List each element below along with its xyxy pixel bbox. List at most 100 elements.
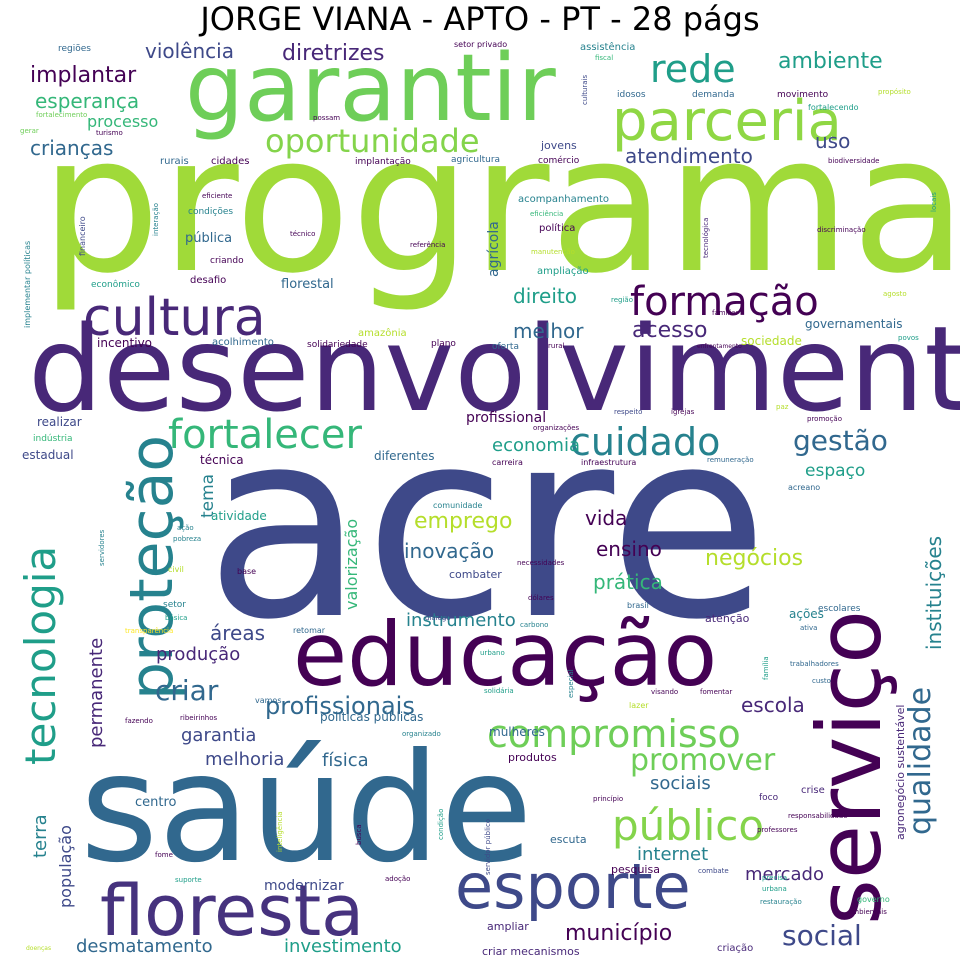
word-servico: serviço xyxy=(798,610,901,925)
word-espaco: espaço xyxy=(805,461,865,481)
word-areas: áreas xyxy=(210,621,265,645)
word-brasil: brasil xyxy=(627,601,649,610)
word-condicoes: condições xyxy=(188,207,233,217)
word-basica: básica xyxy=(165,614,187,622)
word-adocao: adoção xyxy=(385,875,410,883)
word-valorizacao: valorização xyxy=(342,519,361,610)
word-familiar: familiar xyxy=(712,309,739,317)
word-acompanhamento: acompanhamento xyxy=(518,194,609,205)
word-centro: centro xyxy=(135,795,177,810)
word-desafio: desafio xyxy=(190,275,226,286)
word-foco: foco xyxy=(759,793,779,803)
word-custo: custo xyxy=(812,677,831,685)
word-precisa: precisa xyxy=(762,874,787,882)
word-jovens: jovens xyxy=(540,139,577,152)
word-respeito: respeito xyxy=(614,408,642,416)
word-manutencao: manutenção xyxy=(531,248,575,256)
word-realizar: realizar xyxy=(37,415,82,429)
word-garantia: garantia xyxy=(181,725,256,746)
word-compromisso: compromisso xyxy=(487,712,741,756)
word-processo: processo xyxy=(87,112,158,131)
word-promocao: promoção xyxy=(807,415,842,423)
word-gerar: gerar xyxy=(20,127,39,135)
word-infraestrutura: infraestrutura xyxy=(581,458,636,467)
word-politicas-publicas: políticas públicas xyxy=(320,710,423,724)
word-florestal: florestal xyxy=(281,277,334,292)
word-rede: rede xyxy=(650,47,736,91)
word-povos: povos xyxy=(898,334,919,342)
word-agricultura: agricultura xyxy=(451,155,500,165)
word-restauracao: restauração xyxy=(760,898,802,906)
word-publica: pública xyxy=(185,231,232,246)
word-fome: fome xyxy=(155,851,173,859)
word-economico: econômico xyxy=(91,279,140,290)
word-saude: saúde xyxy=(80,722,533,896)
word-responsabilidade: responsabilidade xyxy=(788,812,848,820)
word-formacao: formação xyxy=(630,279,819,325)
word-ambiente: ambiente xyxy=(778,49,883,74)
word-busca: busca xyxy=(355,824,363,845)
word-ativa: ativa xyxy=(800,624,817,632)
word-floresta: floresta xyxy=(100,870,364,952)
word-politica: política xyxy=(539,222,575,234)
word-escuta: escuta xyxy=(550,833,587,846)
word-tecnologica: tecnológica xyxy=(702,218,710,258)
word-organizado: organizado xyxy=(402,730,441,738)
word-esperanca: esperança xyxy=(35,89,139,113)
word-criando: criando xyxy=(210,256,244,266)
word-fortalecer: fortalecer xyxy=(168,412,363,458)
word-tecnologia: tecnologia xyxy=(16,546,65,765)
word-urbano: urbano xyxy=(480,649,505,657)
word-paz: paz xyxy=(776,403,789,411)
word-pobreza: pobreza xyxy=(173,535,201,543)
word-regiao: região xyxy=(611,296,633,304)
word-lazer: lazer xyxy=(629,701,649,710)
word-principio: princípio xyxy=(593,795,623,803)
word-turismo: turismo xyxy=(96,129,123,137)
word-gestao: gestão xyxy=(793,424,888,457)
word-movimento: movimento xyxy=(777,90,829,100)
word-profissional: profissional xyxy=(466,410,546,426)
word-fomentar: fomentar xyxy=(700,688,732,696)
word-acreano: acreano xyxy=(788,483,820,492)
word-organizacoes: organizações xyxy=(533,424,580,432)
word-visando: visando xyxy=(651,688,678,696)
word-urbana: urbana xyxy=(762,885,787,893)
word-financeiro: financeiro xyxy=(78,216,87,256)
word-instrumento: instrumento xyxy=(406,610,516,631)
word-possam: possam xyxy=(313,114,340,122)
word-agricola: agrícola xyxy=(486,221,502,277)
word-escola: escola xyxy=(741,693,805,717)
word-oportunidade: oportunidade xyxy=(265,122,480,160)
word-melhoria: melhoria xyxy=(205,749,284,770)
word-professores: professores xyxy=(757,826,798,834)
word-atividade: atividade xyxy=(211,509,267,523)
word-governo: governo xyxy=(857,895,890,904)
word-governamentais: governamentais xyxy=(805,317,902,331)
page-title: JORGE VIANA - APTO - PT - 28 págs xyxy=(200,0,760,38)
word-inteligencia: inteligência xyxy=(276,811,284,852)
word-interacao: interação xyxy=(152,203,160,236)
word-economia: economia xyxy=(492,435,580,456)
word-combater: combater xyxy=(449,568,502,581)
word-educacao: educação xyxy=(293,603,717,706)
word-dolares: dólares xyxy=(528,594,554,602)
word-solidariedade: solidariedade xyxy=(307,340,368,350)
word-estadual: estadual xyxy=(22,448,74,462)
word-protecao: proteção xyxy=(117,435,187,700)
word-sociais: sociais xyxy=(650,773,711,794)
word-escolares: escolares xyxy=(818,604,861,614)
word-amazonia: amazônia xyxy=(358,327,407,339)
word-agronegocio-sustentavel: agronegócio sustentável xyxy=(894,705,907,840)
word-locais: locais xyxy=(930,192,938,212)
word-diretrizes: diretrizes xyxy=(282,41,385,66)
word-atencao: atenção xyxy=(705,612,750,625)
word-criacao: criação xyxy=(717,943,753,954)
word-acolhimento: acolhimento xyxy=(212,337,274,348)
word-incentivo: incentivo xyxy=(97,336,152,350)
word-internet: internet xyxy=(637,844,708,865)
word-remuneracao: remuneração xyxy=(707,456,754,464)
word-violencia: violência xyxy=(145,39,234,63)
word-ensino: ensino xyxy=(596,537,662,561)
